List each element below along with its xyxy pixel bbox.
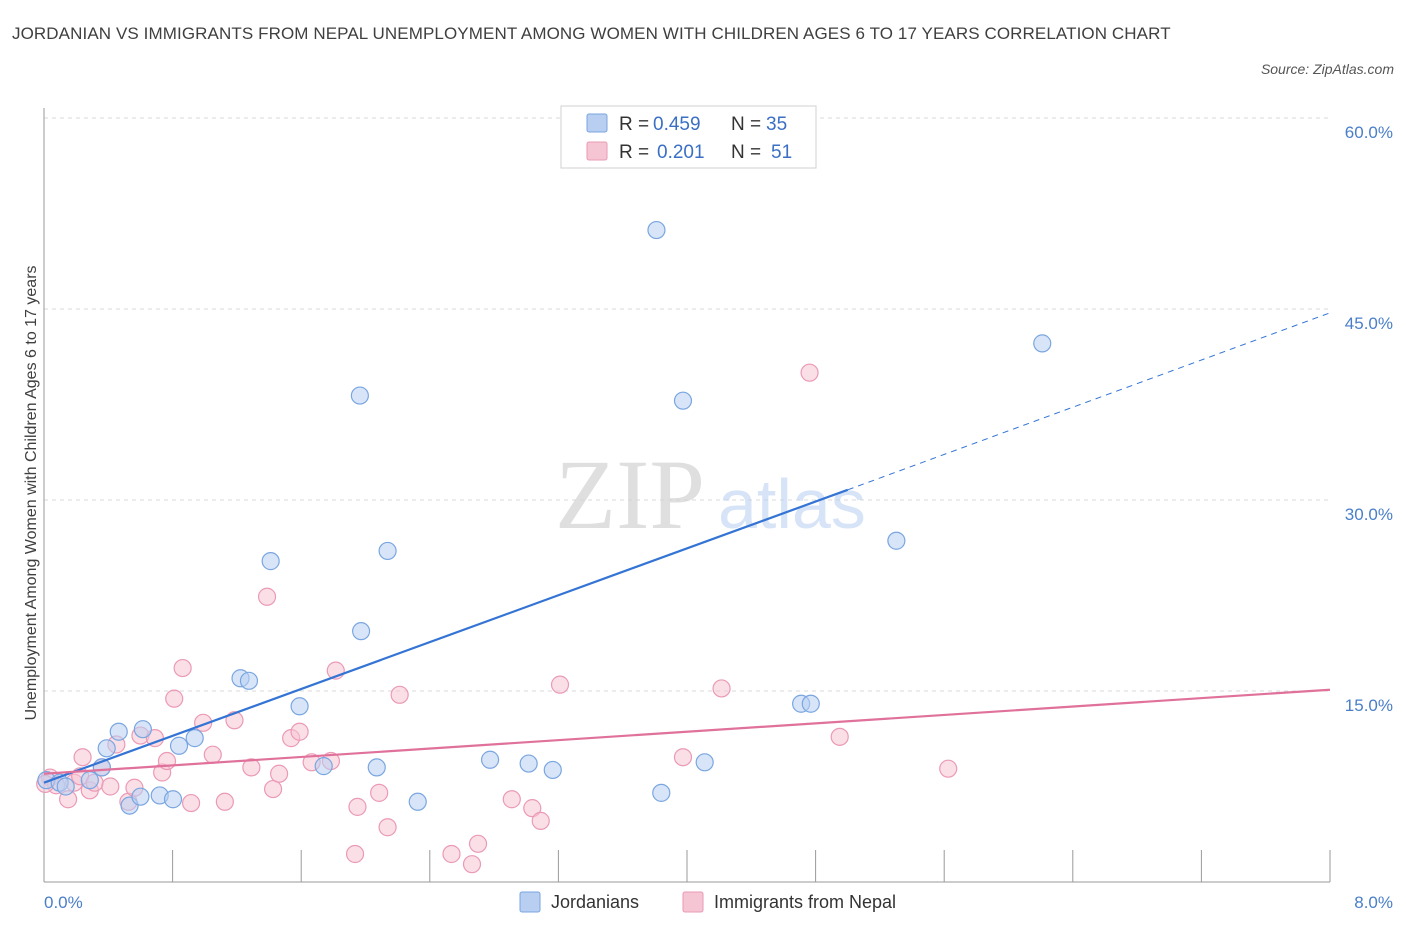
jordanian-point bbox=[378, 541, 397, 561]
nepal-point bbox=[673, 748, 693, 767]
chart-title: JORDANIAN VS IMMIGRANTS FROM NEPAL UNEMP… bbox=[12, 24, 1171, 43]
legend-n-value-jordanians: 35 bbox=[766, 114, 787, 135]
y-tick-label: 45.0% bbox=[1345, 314, 1393, 333]
trend-lines bbox=[43, 312, 1331, 784]
jordanian-point bbox=[261, 552, 280, 571]
legend-n-label-nepal: N = bbox=[731, 142, 761, 163]
jordanian-point bbox=[80, 771, 99, 790]
jordanian-point bbox=[131, 787, 150, 806]
jordanian-point bbox=[133, 720, 152, 739]
nepal-trend-line bbox=[43, 688, 1331, 775]
x-tick-label-max: 8.0% bbox=[1354, 893, 1393, 912]
nepal-point bbox=[73, 748, 92, 767]
jordanian-point bbox=[367, 758, 386, 777]
watermark-atlas: atlas bbox=[718, 465, 866, 543]
jordanian-point bbox=[801, 694, 820, 713]
nepal-point bbox=[531, 811, 550, 830]
nepal-point bbox=[442, 844, 461, 864]
correlation-legend: R = 0.459 N = 35 R = 0.201 N = 51 bbox=[560, 105, 817, 169]
x-ticks bbox=[172, 850, 1331, 882]
series-legend: Jordanians Immigrants from Nepal bbox=[519, 891, 896, 913]
y-tick-labels: 15.0% 30.0% 45.0% 60.0% bbox=[1345, 123, 1393, 715]
y-axis-label: Unemployment Among Women with Children A… bbox=[23, 265, 40, 720]
nepal-point bbox=[378, 818, 397, 837]
bottom-legend-jordanians: Jordanians bbox=[551, 892, 639, 912]
nepal-point bbox=[348, 797, 367, 816]
legend-swatch-jordanians bbox=[586, 113, 608, 133]
watermark-zip: ZIP bbox=[555, 439, 705, 550]
jordanian-point bbox=[480, 750, 500, 769]
bottom-legend-swatch-nepal bbox=[682, 891, 704, 913]
legend-r-label-jordanians: R = bbox=[619, 114, 649, 135]
nepal-point bbox=[165, 689, 184, 708]
jordanian-point bbox=[647, 220, 666, 240]
jordanian-point bbox=[519, 754, 538, 773]
nepal-point bbox=[939, 759, 958, 778]
nepal-point bbox=[242, 758, 261, 777]
x-tick-label-min: 0.0% bbox=[44, 893, 83, 912]
nepal-point bbox=[468, 834, 488, 853]
jordanian-point bbox=[1033, 334, 1052, 353]
nepal-point bbox=[370, 783, 389, 802]
legend-r-value-jordanians: 0.459 bbox=[653, 114, 701, 135]
jordanian-point bbox=[185, 729, 204, 748]
watermark: ZIP atlas bbox=[555, 439, 866, 550]
nepal-point bbox=[390, 685, 409, 704]
jordanian-point bbox=[695, 753, 714, 772]
y-tick-label: 30.0% bbox=[1345, 505, 1393, 524]
jordanian-point bbox=[350, 386, 369, 405]
jordanian-point bbox=[163, 790, 183, 809]
legend-r-label-nepal: R = bbox=[619, 142, 649, 163]
jordanian-point bbox=[543, 760, 562, 780]
nepal-point bbox=[550, 675, 570, 694]
legend-n-value-nepal: 51 bbox=[771, 142, 792, 163]
nepal-point bbox=[462, 855, 482, 874]
jordanian-trend-line bbox=[43, 488, 849, 784]
bottom-legend-nepal: Immigrants from Nepal bbox=[714, 892, 896, 912]
legend-n-label-jordanians: N = bbox=[731, 114, 761, 135]
legend-r-value-nepal: 0.201 bbox=[657, 142, 705, 163]
nepal-point bbox=[502, 790, 521, 809]
nepal-point bbox=[225, 711, 244, 730]
jordanian-point bbox=[290, 697, 309, 716]
jordanian-point bbox=[351, 622, 371, 641]
nepal-point bbox=[215, 792, 234, 811]
jordanian-point bbox=[314, 757, 333, 776]
jordanian-point bbox=[239, 671, 259, 690]
jordanian-point bbox=[887, 531, 906, 550]
jordanian-trend-extension bbox=[847, 312, 1331, 491]
nepal-point bbox=[181, 793, 201, 813]
nepal-point bbox=[263, 779, 283, 799]
source-label: Source: ZipAtlas.com bbox=[1260, 61, 1394, 77]
y-tick-label: 60.0% bbox=[1345, 123, 1393, 142]
nepal-point bbox=[269, 764, 289, 783]
bottom-legend-swatch-jordanians bbox=[519, 891, 541, 913]
nepal-point bbox=[830, 727, 849, 746]
nepal-point bbox=[523, 799, 542, 818]
jordanian-point bbox=[408, 792, 427, 811]
nepal-point bbox=[800, 363, 819, 382]
jordanian-point bbox=[97, 739, 116, 758]
nepal-point bbox=[345, 844, 365, 864]
nepal-point bbox=[203, 745, 222, 764]
jordanian-point bbox=[109, 722, 128, 741]
nepal-point bbox=[173, 658, 192, 678]
y-tick-label: 15.0% bbox=[1345, 696, 1393, 715]
jordanian-points bbox=[37, 220, 1052, 815]
nepal-point bbox=[712, 679, 731, 698]
nepal-point bbox=[101, 777, 120, 796]
jordanian-point bbox=[169, 736, 189, 755]
nepal-point bbox=[290, 722, 309, 741]
jordanian-point bbox=[652, 783, 671, 802]
legend-swatch-nepal bbox=[586, 141, 608, 161]
nepal-point bbox=[257, 587, 277, 606]
jordanian-point bbox=[56, 777, 75, 796]
jordanian-point bbox=[673, 391, 693, 410]
